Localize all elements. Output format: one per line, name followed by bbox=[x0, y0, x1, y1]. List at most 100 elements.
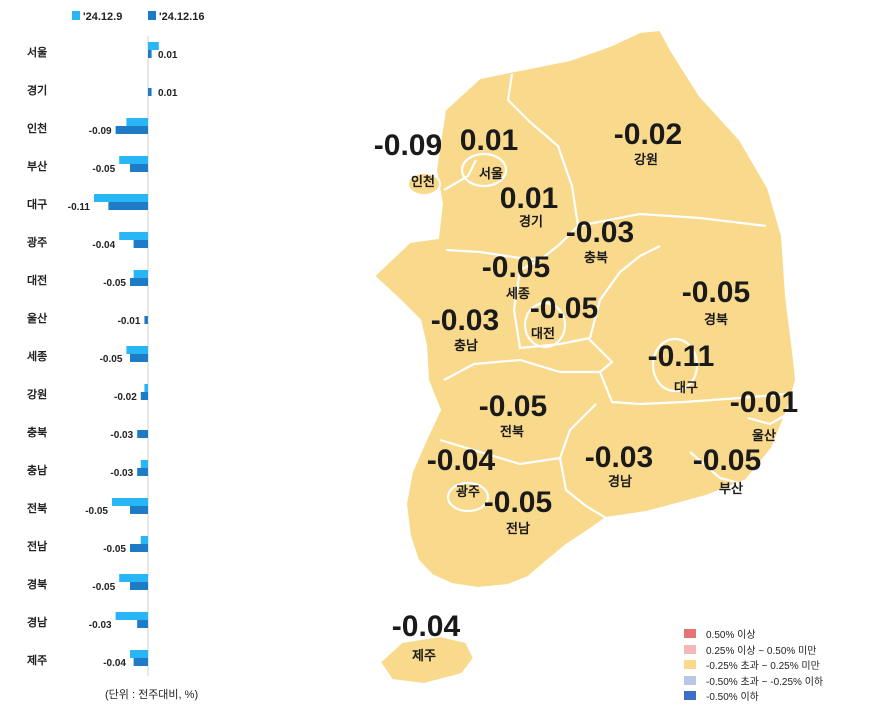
category-label: 광주 bbox=[27, 236, 47, 249]
legend-swatch bbox=[684, 644, 696, 654]
region-value: -0.05 bbox=[530, 292, 598, 325]
region-name: 전북 bbox=[500, 424, 524, 439]
data-label: -0.01 bbox=[118, 316, 141, 327]
bar-prev bbox=[140, 536, 148, 544]
bar-curr bbox=[137, 620, 148, 628]
data-label: -0.09 bbox=[89, 126, 112, 137]
data-label: -0.05 bbox=[103, 278, 126, 289]
legend-label: -0.50% 이하 bbox=[706, 692, 759, 704]
bar-curr bbox=[130, 354, 148, 362]
region-value: -0.03 bbox=[585, 441, 653, 474]
jeju-island bbox=[378, 634, 476, 686]
category-label: 대구 bbox=[27, 197, 47, 211]
legend-label: 0.25% 이상 ~ 0.50% 미만 bbox=[706, 645, 817, 657]
map-legend: 0.50% 이상 0.25% 이상 ~ 0.50% 미만 -0.25% 초과 ~… bbox=[684, 626, 823, 704]
data-label: -0.03 bbox=[89, 620, 112, 631]
category-label: 전북 bbox=[27, 501, 47, 515]
region-value: -0.05 bbox=[682, 276, 750, 309]
unit-note: (단위 : 전주대비, %) bbox=[105, 689, 199, 701]
region-name: 경기 bbox=[519, 214, 543, 229]
province-borders bbox=[439, 73, 787, 519]
region-value: -0.04 bbox=[392, 610, 461, 643]
bar-curr bbox=[115, 126, 148, 134]
category-label: 경기 bbox=[27, 83, 47, 97]
bar-prev bbox=[119, 156, 148, 164]
region-name: 광주 bbox=[456, 484, 480, 499]
data-label: -0.05 bbox=[100, 354, 123, 365]
region-name: 울산 bbox=[752, 428, 776, 443]
region-name: 충북 bbox=[584, 250, 608, 265]
legend-item: -0.25% 초과 ~ 0.25% 미만 bbox=[684, 657, 823, 673]
bar-prev bbox=[126, 118, 148, 126]
legend-item: -0.50% 이하 bbox=[684, 688, 823, 704]
legend-item: 0.25% 이상 ~ 0.50% 미만 bbox=[684, 642, 823, 658]
bar-curr bbox=[130, 164, 148, 172]
category-label: 인천 bbox=[27, 121, 47, 135]
region-name: 부산 bbox=[719, 481, 743, 496]
category-label: 울산 bbox=[27, 311, 47, 325]
bar-curr bbox=[144, 316, 148, 324]
bar-curr bbox=[130, 582, 148, 590]
region-name: 세종 bbox=[506, 286, 530, 301]
legend-swatch bbox=[72, 11, 80, 20]
bar-prev bbox=[112, 498, 148, 506]
category-label: 강원 bbox=[27, 387, 47, 401]
bar-prev bbox=[140, 460, 148, 468]
legend-label: -0.50% 초과 ~ -0.25% 이하 bbox=[706, 676, 824, 688]
bar-prev bbox=[148, 42, 159, 50]
bar-curr bbox=[133, 658, 148, 666]
category-label: 충남 bbox=[27, 463, 47, 477]
legend-label: '24.12.9 bbox=[83, 11, 122, 23]
bar-prev bbox=[144, 384, 148, 392]
bar-prev bbox=[115, 612, 148, 620]
region-value: -0.02 bbox=[614, 118, 682, 151]
bar-prev bbox=[119, 232, 148, 240]
category-label: 충북 bbox=[27, 425, 47, 439]
data-label: -0.03 bbox=[110, 468, 133, 479]
legend-swatch bbox=[684, 660, 696, 670]
bar-prev bbox=[126, 346, 148, 354]
bar-curr bbox=[137, 430, 148, 438]
region-name: 제주 bbox=[412, 648, 436, 663]
region-name: 대전 bbox=[531, 326, 555, 341]
region-value: 0.01 bbox=[500, 182, 558, 215]
data-label: 0.01 bbox=[158, 88, 178, 99]
legend-label: 0.50% 이상 bbox=[706, 630, 756, 642]
bar-prev bbox=[133, 270, 148, 278]
category-label: 경북 bbox=[27, 577, 47, 591]
data-label: -0.05 bbox=[85, 506, 108, 517]
bar-curr bbox=[133, 240, 148, 248]
region-value: -0.01 bbox=[730, 386, 798, 419]
region-name: 인천 bbox=[411, 174, 435, 189]
category-label: 제주 bbox=[27, 653, 47, 667]
region-name: 경북 bbox=[704, 312, 728, 327]
region-value: -0.09 bbox=[374, 129, 442, 162]
region-value: -0.05 bbox=[479, 390, 547, 423]
region-name: 서울 bbox=[479, 166, 503, 181]
legend-label: -0.25% 초과 ~ 0.25% 미만 bbox=[706, 661, 820, 673]
legend-swatch bbox=[148, 11, 156, 20]
bar-curr bbox=[130, 544, 148, 552]
bar-prev bbox=[130, 650, 148, 658]
region-name: 대구 bbox=[674, 380, 698, 395]
bar-curr bbox=[130, 278, 148, 286]
legend-swatch bbox=[684, 675, 696, 685]
category-label: 서울 bbox=[27, 45, 47, 59]
legend-item: 0.50% 이상 bbox=[684, 626, 823, 642]
bar-prev bbox=[94, 194, 148, 202]
data-label: -0.11 bbox=[68, 202, 91, 213]
incheon-islet bbox=[407, 172, 441, 196]
category-label: 전남 bbox=[27, 539, 47, 553]
mainland-shape bbox=[372, 28, 798, 590]
region-value: -0.05 bbox=[484, 486, 552, 519]
legend-item: -0.50% 초과 ~ -0.25% 이하 bbox=[684, 673, 823, 689]
legend-swatch bbox=[684, 691, 696, 701]
category-label: 부산 bbox=[27, 159, 47, 173]
region-name: 전남 bbox=[506, 521, 530, 536]
region-value: -0.11 bbox=[648, 340, 715, 373]
region-value: 0.01 bbox=[460, 124, 518, 157]
bar-prev bbox=[119, 574, 148, 582]
region-value: -0.03 bbox=[431, 304, 499, 337]
data-label: -0.03 bbox=[110, 430, 133, 441]
region-value: -0.05 bbox=[693, 444, 761, 477]
